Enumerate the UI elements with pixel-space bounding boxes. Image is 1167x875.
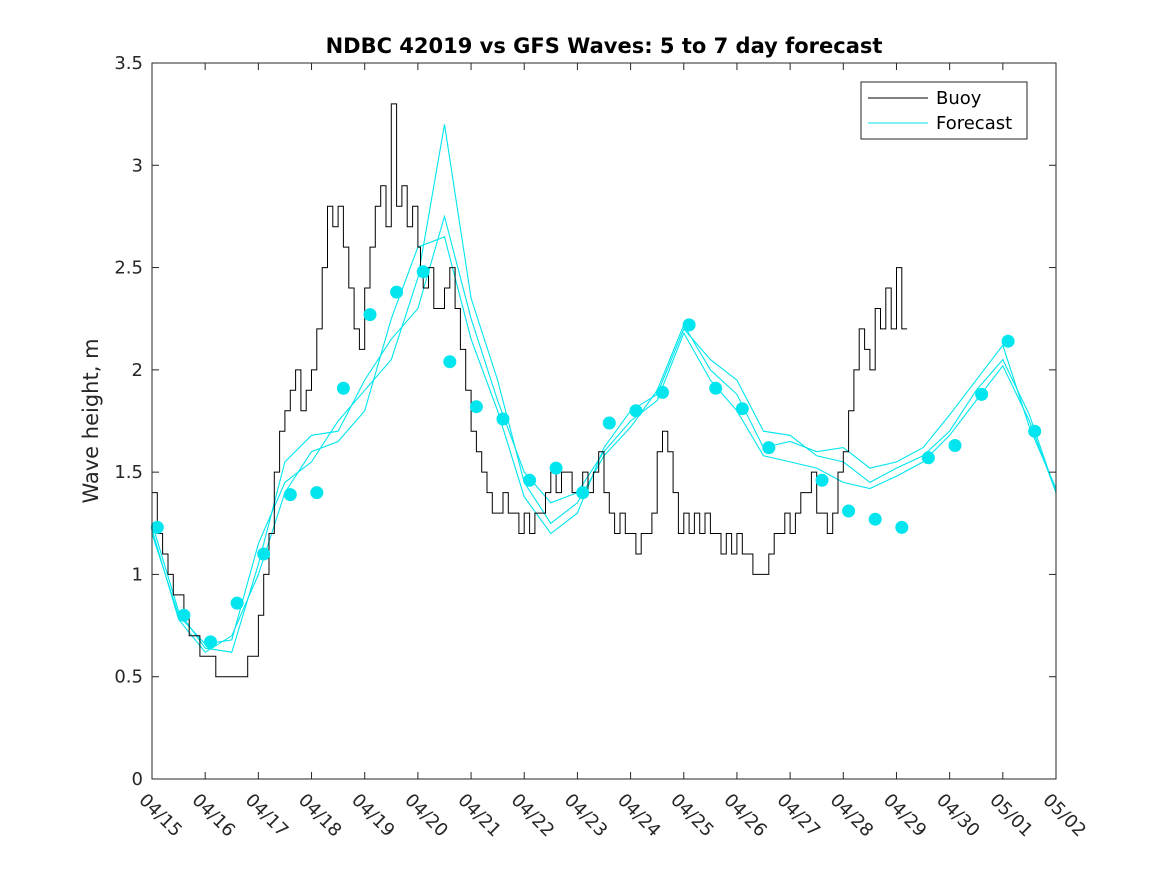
x-tick-label: 04/26	[719, 790, 771, 842]
forecast-point	[682, 318, 696, 332]
x-tick-label: 05/02	[1038, 790, 1090, 842]
x-tick-label: 04/21	[454, 790, 506, 842]
forecast-point	[496, 412, 510, 426]
forecast-point	[895, 520, 909, 534]
forecast-point	[1001, 334, 1015, 348]
x-tick-label: 04/15	[134, 790, 186, 842]
forecast-point	[363, 308, 377, 322]
forecast-run-line	[151, 236, 1057, 653]
x-tick-label: 04/25	[666, 790, 718, 842]
buoy-line	[152, 103, 908, 678]
x-tick-label: 04/30	[932, 790, 984, 842]
forecast-point	[283, 488, 297, 502]
legend-buoy-label: Buoy	[936, 88, 982, 109]
forecast-point	[177, 608, 191, 622]
buoy-series-line	[152, 103, 908, 678]
forecast-point	[390, 285, 404, 299]
y-tick-label: 0	[132, 769, 143, 790]
y-tick-label: 2	[132, 360, 143, 381]
y-tick-label: 1.5	[114, 462, 143, 483]
forecast-point	[842, 504, 856, 518]
forecast-point	[709, 381, 723, 395]
forecast-point	[735, 402, 749, 416]
y-tick-label: 0.5	[114, 667, 143, 688]
y-axis-label: Wave height, m	[79, 338, 103, 503]
forecast-point	[602, 416, 616, 430]
x-tick-label: 04/28	[826, 790, 878, 842]
plot-area	[150, 62, 1057, 780]
forecast-point	[230, 596, 244, 610]
forecast-point	[629, 404, 643, 418]
x-tick-label: 04/24	[613, 790, 665, 842]
forecast-dots	[150, 265, 1042, 649]
forecast-point	[1028, 424, 1042, 438]
forecast-point	[469, 400, 483, 414]
x-tick-label: 04/16	[188, 790, 240, 842]
x-tick-label: 05/01	[985, 790, 1037, 842]
legend-forecast-label: Forecast	[936, 113, 1012, 134]
legend-box	[860, 81, 1028, 140]
forecast-point	[204, 635, 217, 649]
forecast-point	[656, 385, 669, 399]
forecast-point	[310, 486, 324, 500]
axes-box	[151, 62, 1057, 780]
x-tick-label: 04/29	[879, 790, 931, 842]
y-tick-label: 1	[132, 564, 143, 585]
forecast-point	[948, 439, 962, 452]
forecast-point	[549, 461, 563, 475]
y-tick-label: 2.5	[114, 258, 143, 279]
forecast-point	[257, 547, 271, 561]
forecast-point	[868, 512, 882, 526]
forecast-point	[975, 387, 989, 401]
x-tick-label: 04/23	[560, 790, 612, 842]
chart-title: NDBC 42019 vs GFS Waves: 5 to 7 day fore…	[326, 34, 883, 58]
y-tick-label: 3.5	[114, 53, 143, 74]
y-tick-label: 3	[132, 155, 143, 176]
x-tick-label: 04/17	[241, 790, 293, 842]
forecast-point	[523, 473, 537, 487]
legend: Buoy Forecast	[860, 81, 1028, 140]
x-tick-label: 04/22	[507, 790, 559, 842]
forecast-point	[443, 355, 457, 369]
forecast-point	[336, 381, 350, 395]
forecast-point	[762, 441, 776, 455]
x-tick-label: 04/18	[294, 790, 346, 842]
x-tick-label: 04/20	[400, 790, 452, 842]
x-tick-label: 04/27	[773, 790, 825, 842]
forecast-point	[921, 451, 935, 465]
x-tick-label: 04/19	[347, 790, 399, 842]
y-axis: 0 0.5 1 1.5 2 2.5 3 3.5	[114, 53, 1056, 790]
forecast-point	[576, 486, 590, 500]
forecast-point	[416, 265, 430, 279]
forecast-point	[815, 473, 829, 487]
forecast-point	[150, 520, 164, 534]
